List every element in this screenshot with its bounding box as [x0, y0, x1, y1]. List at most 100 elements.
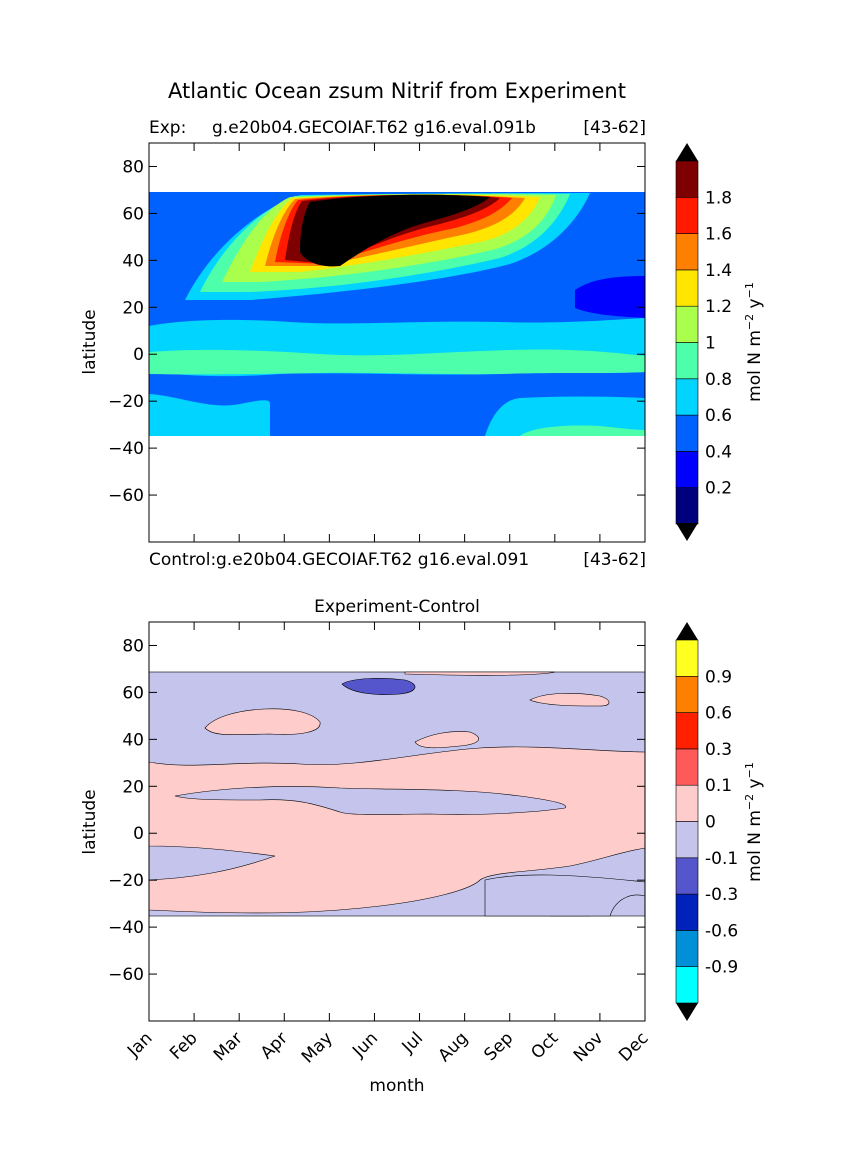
bottom-colorbar-over-arrow — [676, 622, 698, 640]
top-colorbar-tick-label: 0.4 — [705, 442, 732, 462]
top-colorbar-over-arrow — [676, 143, 698, 161]
bottom-y-tick-label: 0 — [133, 824, 144, 844]
bottom-contour-field — [149, 671, 645, 917]
top-band-0.8-1.0-equator — [149, 349, 645, 375]
bottom-colorbar-tick-label: 0.1 — [705, 776, 732, 796]
top-colorbar-tick-label: 1 — [705, 334, 716, 354]
bottom-colorbar-tick-label: -0.3 — [705, 885, 738, 905]
bottom-y-tick-label: −40 — [108, 918, 144, 938]
top-left-label: Exp: — [149, 118, 186, 138]
bottom-band-0-0.1-top-edge — [404, 671, 556, 676]
top-colorbar-segment — [675, 269, 699, 307]
top-colorbar-segment — [675, 342, 699, 380]
top-colorbar: 0.2 0.4 0.6 0.8 1 1.2 1.4 1.6 1.8 mol N m−2 y−1 — [675, 143, 765, 541]
top-colorbar-segment — [675, 305, 699, 343]
control-year-label: [43-62] — [583, 550, 646, 570]
bottom-colorbar-segment — [675, 675, 699, 713]
bottom-y-tick-label: 60 — [122, 683, 144, 703]
top-panel: Exp: g.e20b04.GECOIAF.T62 g16.eval.091b … — [80, 118, 765, 543]
top-colorbar-segment — [675, 160, 699, 198]
top-colorbar-label: mol N m−2 y−1 — [743, 282, 765, 402]
figure-title: Atlantic Ocean zsum Nitrif from Experime… — [168, 79, 626, 103]
month-tick-label: Jun — [348, 1028, 382, 1062]
control-run-label: g.e20b04.GECOIAF.T62 g16.eval.091 — [216, 550, 529, 570]
top-colorbar-tick-label: 0.6 — [705, 406, 732, 426]
bottom-colorbar-segment — [675, 857, 699, 895]
top-x-axis — [148, 143, 646, 542]
bottom-colorbar-tick-label: -0.9 — [705, 958, 738, 978]
bottom-colorbar-segment — [675, 821, 699, 859]
bottom-panel: Control: g.e20b04.GECOIAF.T62 g16.eval.0… — [80, 550, 765, 1096]
top-colorbar-segment — [675, 378, 699, 416]
top-plot-frame — [148, 142, 646, 543]
bottom-colorbar-segment — [675, 784, 699, 822]
bottom-colorbar-tick-label: 0.9 — [705, 667, 732, 687]
top-colorbar-segment — [675, 197, 699, 234]
bottom-colorbar-tick-label: 0.3 — [705, 740, 732, 760]
top-colorbar-segment — [675, 451, 699, 488]
month-tick-label: May — [298, 1028, 337, 1067]
month-tick-label: Oct — [527, 1028, 562, 1063]
bottom-colorbar-segment — [675, 893, 699, 931]
top-band-0.6-0.8-south — [149, 394, 270, 436]
top-colorbar-segment — [675, 233, 699, 271]
top-colorbar-tick-label: 0.8 — [705, 370, 732, 390]
bottom-colorbar: -0.9 -0.6 -0.3 -0.1 0 0.1 0.3 0.6 0.9 mol N m−2 … — [675, 622, 765, 1021]
top-band-over-max-core — [300, 194, 490, 267]
top-y-axis: 80 60 40 20 0 −20 −40 −60 — [108, 157, 645, 506]
bottom-title: Experiment-Control — [314, 597, 480, 617]
top-contour-field — [149, 192, 645, 436]
bottom-y-axis-label: latitude — [80, 789, 100, 854]
top-band-0.8-1.0-southeast — [520, 425, 645, 436]
bottom-band-neg0.3-neg0.1-north-patch — [341, 678, 416, 695]
bottom-colorbar-segment — [675, 930, 699, 968]
top-y-tick-label: −20 — [108, 392, 144, 412]
control-left-label: Control: — [149, 550, 216, 570]
bottom-y-axis: 80 60 40 20 0 −20 −40 −60 — [108, 636, 645, 985]
top-colorbar-tick-label: 1.6 — [705, 225, 732, 245]
top-y-axis-label: latitude — [80, 309, 100, 374]
bottom-plot-frame — [148, 621, 646, 1022]
top-y-tick-label: 20 — [122, 298, 144, 318]
month-tick-label: Nov — [570, 1028, 608, 1066]
bottom-band-0-0.1-northeast-patch — [529, 693, 610, 707]
top-colorbar-tick-label: 1.4 — [705, 261, 732, 281]
top-y-tick-label: −60 — [108, 486, 144, 506]
bottom-colorbar-under-arrow — [676, 1003, 698, 1021]
month-tick-label: Mar — [210, 1028, 247, 1065]
top-colorbar-tick-label: 1.2 — [705, 297, 732, 317]
bottom-band-0-0.1-mid-patch — [414, 731, 480, 749]
top-colorbar-segment — [675, 487, 699, 525]
month-tick-label: Feb — [166, 1028, 201, 1063]
top-y-tick-label: 0 — [133, 345, 144, 365]
bottom-colorbar-segment — [675, 639, 699, 677]
bottom-band-0-0.1-north-patch — [204, 708, 321, 736]
bottom-colorbar-tick-label: 0 — [705, 813, 716, 833]
bottom-colorbar-segment — [675, 712, 699, 750]
top-year-label: [43-62] — [583, 118, 646, 138]
top-band-0.2-0.4-northeast — [575, 276, 645, 318]
top-colorbar-tick-label: 0.2 — [705, 479, 732, 499]
bottom-colorbar-label: mol N m−2 y−1 — [743, 762, 765, 882]
top-run-label: g.e20b04.GECOIAF.T62 g16.eval.091b — [212, 118, 536, 138]
top-colorbar-tick-label: 1.8 — [705, 188, 732, 208]
top-y-tick-label: 40 — [122, 251, 144, 271]
bottom-y-tick-label: 20 — [122, 777, 144, 797]
bottom-x-axis-label: month — [369, 1076, 424, 1096]
bottom-colorbar-tick-label: -0.1 — [705, 849, 738, 869]
bottom-colorbar-segment — [675, 966, 699, 1004]
bottom-colorbar-tick-label: 0.6 — [705, 704, 732, 724]
bottom-y-tick-label: 80 — [122, 636, 144, 656]
month-tick-label: Dec — [615, 1028, 652, 1065]
top-y-tick-label: 60 — [122, 204, 144, 224]
month-tick-label: Jan — [123, 1028, 156, 1061]
bottom-band-neg0.1-0-tropics — [174, 786, 567, 815]
month-tick-label: Aug — [435, 1028, 473, 1066]
bottom-colorbar-segment — [675, 748, 699, 786]
top-colorbar-segment — [675, 414, 699, 452]
month-tick-label: Jul — [398, 1028, 427, 1057]
month-tick-label: Apr — [257, 1028, 292, 1063]
top-y-tick-label: −40 — [108, 439, 144, 459]
top-y-tick-label: 80 — [122, 157, 144, 177]
